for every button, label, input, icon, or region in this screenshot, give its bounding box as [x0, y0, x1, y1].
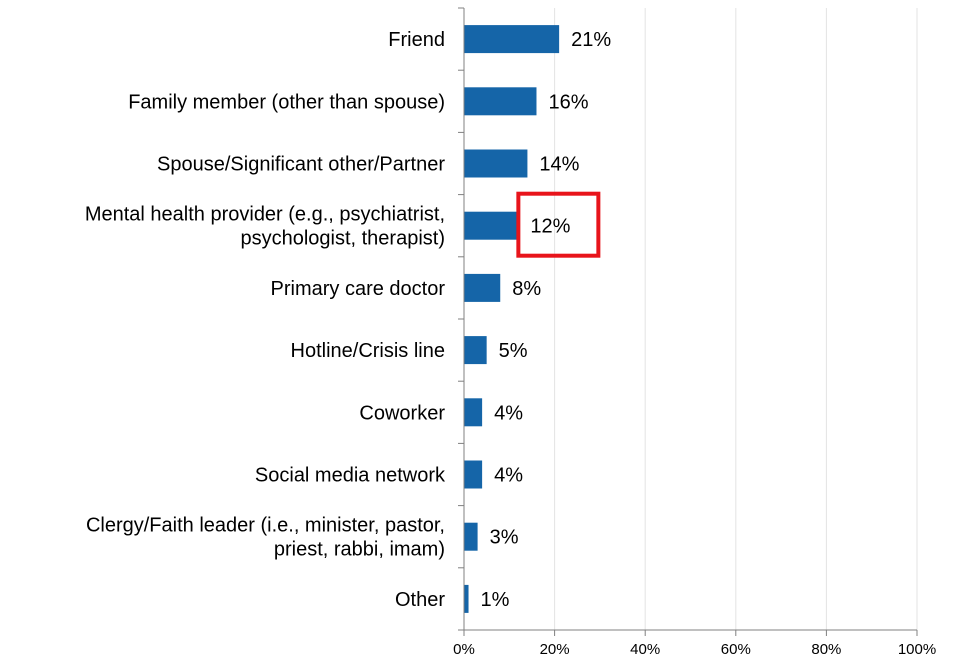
category-label-6: Coworker: [359, 402, 445, 424]
category-label-line: Other: [395, 589, 445, 611]
highlight-box: [516, 191, 601, 258]
category-label-8: Clergy/Faith leader (i.e., minister, pas…: [86, 515, 445, 561]
category-label-9: Other: [395, 589, 445, 611]
bar-9: [464, 584, 469, 613]
category-label-line: Mental health provider (e.g., psychiatri…: [85, 204, 445, 226]
bar-2: [464, 149, 528, 178]
value-label-1: 16%: [548, 91, 588, 113]
category-label-line: Social media network: [255, 465, 446, 487]
value-label-9: 1%: [481, 589, 510, 611]
category-label-3: Mental health provider (e.g., psychiatri…: [85, 204, 445, 250]
value-label-6: 4%: [494, 402, 523, 424]
category-label-4: Primary care doctor: [271, 278, 446, 300]
bar-0: [464, 25, 560, 54]
category-label-line: Hotline/Crisis line: [291, 340, 446, 362]
bar-7: [464, 460, 483, 489]
bar-1: [464, 87, 537, 116]
category-label-2: Spouse/Significant other/Partner: [157, 154, 445, 176]
value-label-0: 21%: [571, 29, 611, 51]
category-label-line: psychologist, therapist): [240, 228, 445, 250]
category-label-1: Family member (other than spouse): [128, 91, 445, 113]
value-label-8: 3%: [490, 527, 519, 549]
category-label-0: Friend: [388, 29, 445, 51]
x-tick-label-0: 0%: [453, 641, 475, 658]
x-tick-label-60: 60%: [721, 641, 751, 658]
category-label-7: Social media network: [255, 465, 446, 487]
value-label-5: 5%: [499, 340, 528, 362]
value-label-4: 8%: [512, 278, 541, 300]
bar-4: [464, 273, 501, 302]
bar-8: [464, 522, 478, 551]
grid-lines: [554, 8, 918, 630]
category-label-line: Friend: [388, 29, 445, 51]
x-tick-label-40: 40%: [630, 641, 660, 658]
bar-6: [464, 398, 483, 427]
bar-5: [464, 336, 487, 365]
value-label-3: 12%: [530, 216, 570, 238]
x-tick-label-80: 80%: [811, 641, 841, 658]
category-label-line: Family member (other than spouse): [128, 91, 445, 113]
value-label-7: 4%: [494, 465, 523, 487]
bar-3: [464, 211, 519, 240]
x-tick-label-20: 20%: [540, 641, 570, 658]
x-tick-label-100: 100%: [898, 641, 936, 658]
category-label-line: Spouse/Significant other/Partner: [157, 154, 445, 176]
value-label-2: 14%: [539, 154, 579, 176]
category-label-line: priest, rabbi, imam): [274, 539, 445, 561]
category-label-line: Clergy/Faith leader (i.e., minister, pas…: [86, 515, 445, 537]
bars: [464, 25, 560, 613]
category-label-line: Primary care doctor: [271, 278, 446, 300]
axes: [458, 7, 918, 636]
category-label-5: Hotline/Crisis line: [291, 340, 446, 362]
labels: 21% Friend 16% Family member (other than sp…: [85, 29, 936, 658]
category-label-line: Coworker: [359, 402, 445, 424]
